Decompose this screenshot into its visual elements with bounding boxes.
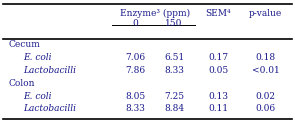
Text: E. coli: E. coli (24, 53, 52, 62)
Text: E. coli: E. coli (24, 92, 52, 101)
Text: Enzyme³ (ppm): Enzyme³ (ppm) (120, 9, 190, 18)
Text: 0.06: 0.06 (255, 105, 276, 113)
Text: p-value: p-value (249, 9, 282, 18)
Text: 7.25: 7.25 (164, 92, 184, 101)
Text: 8.33: 8.33 (126, 105, 146, 113)
Text: 8.05: 8.05 (126, 92, 146, 101)
Text: 0.02: 0.02 (255, 92, 276, 101)
Text: 0.05: 0.05 (208, 66, 228, 75)
Text: Colon: Colon (9, 79, 35, 88)
Text: Lactobacilli: Lactobacilli (24, 105, 77, 113)
Text: 0.13: 0.13 (208, 92, 228, 101)
Text: 0.17: 0.17 (208, 53, 228, 62)
Text: 8.33: 8.33 (164, 66, 184, 75)
Text: 6.51: 6.51 (164, 53, 184, 62)
Text: 7.86: 7.86 (126, 66, 146, 75)
Text: Cecum: Cecum (9, 40, 41, 49)
Text: 0.11: 0.11 (208, 105, 228, 113)
Text: SEM⁴: SEM⁴ (206, 9, 231, 18)
Text: <0.01: <0.01 (252, 66, 279, 75)
Text: 0: 0 (133, 19, 139, 28)
Text: 8.84: 8.84 (164, 105, 184, 113)
Text: Lactobacilli: Lactobacilli (24, 66, 77, 75)
Text: 7.06: 7.06 (126, 53, 146, 62)
Text: 0.18: 0.18 (255, 53, 276, 62)
Text: 150: 150 (165, 19, 183, 28)
